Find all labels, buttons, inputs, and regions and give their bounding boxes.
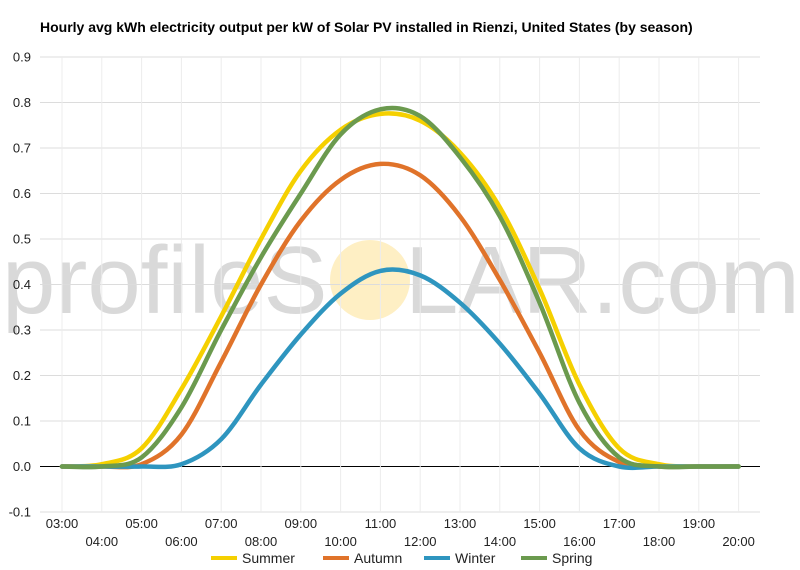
series-lines: [59, 105, 741, 471]
watermark: profileS LAR.com: [2, 227, 800, 334]
legend-label-winter: Winter: [455, 550, 496, 566]
x-tick-label: 12:00: [404, 534, 437, 549]
x-axis-ticks: 03:00 04:00 05:00 06:00 07:00 08:00 09:00 10:00…: [46, 516, 755, 549]
y-tick-label: 0.7: [13, 141, 31, 156]
legend-swatch-spring: [521, 556, 547, 560]
watermark-sun-icon: [330, 240, 410, 320]
legend-swatch-autumn: [323, 556, 349, 560]
y-tick-label: 0.0: [13, 459, 31, 474]
legend-swatch-summer: [211, 556, 237, 560]
x-tick-label: 06:00: [165, 534, 198, 549]
x-tick-label: 08:00: [245, 534, 278, 549]
legend-label-autumn: Autumn: [354, 550, 402, 566]
chart-title: Hourly avg kWh electricity output per kW…: [40, 19, 693, 35]
watermark-text-right: LAR.com: [405, 227, 800, 334]
legend: Summer Autumn Winter Spring: [211, 550, 592, 566]
y-tick-label: 0.5: [13, 232, 31, 247]
x-tick-label: 16:00: [563, 534, 596, 549]
y-tick-label: 0.9: [13, 50, 31, 65]
watermark-text-left: profileS: [2, 227, 328, 334]
x-tick-label: 15:00: [523, 516, 556, 531]
series-line-summer: [59, 111, 741, 469]
x-tick-label: 03:00: [46, 516, 79, 531]
legend-label-spring: Spring: [552, 550, 592, 566]
series-line-winter: [59, 267, 741, 471]
y-tick-label: 0.6: [13, 186, 31, 201]
y-tick-label: 0.3: [13, 323, 31, 338]
y-tick-label: 0.1: [13, 414, 31, 429]
x-tick-label: 04:00: [86, 534, 119, 549]
x-tick-label: 19:00: [683, 516, 716, 531]
legend-label-summer: Summer: [242, 550, 295, 566]
x-tick-label: 18:00: [643, 534, 676, 549]
y-tick-label: 0.8: [13, 95, 31, 110]
y-tick-label: 0.2: [13, 368, 31, 383]
x-tick-label: 20:00: [722, 534, 755, 549]
y-tick-label: -0.1: [9, 505, 31, 520]
x-tick-label: 17:00: [603, 516, 636, 531]
series-line-spring: [59, 105, 741, 470]
legend-swatch-winter: [424, 556, 450, 560]
series-line-autumn: [59, 161, 741, 470]
x-tick-label: 14:00: [484, 534, 517, 549]
x-tick-label: 10:00: [324, 534, 357, 549]
x-tick-label: 11:00: [365, 516, 397, 531]
x-tick-label: 13:00: [444, 516, 477, 531]
x-tick-label: 09:00: [285, 516, 318, 531]
x-tick-label: 05:00: [125, 516, 158, 531]
x-tick-label: 07:00: [205, 516, 238, 531]
y-axis-ticks: -0.1 0.0 0.1 0.2 0.3 0.4 0.5 0.6 0.7 0.8 0.9: [9, 50, 31, 520]
y-tick-label: 0.4: [13, 277, 31, 292]
